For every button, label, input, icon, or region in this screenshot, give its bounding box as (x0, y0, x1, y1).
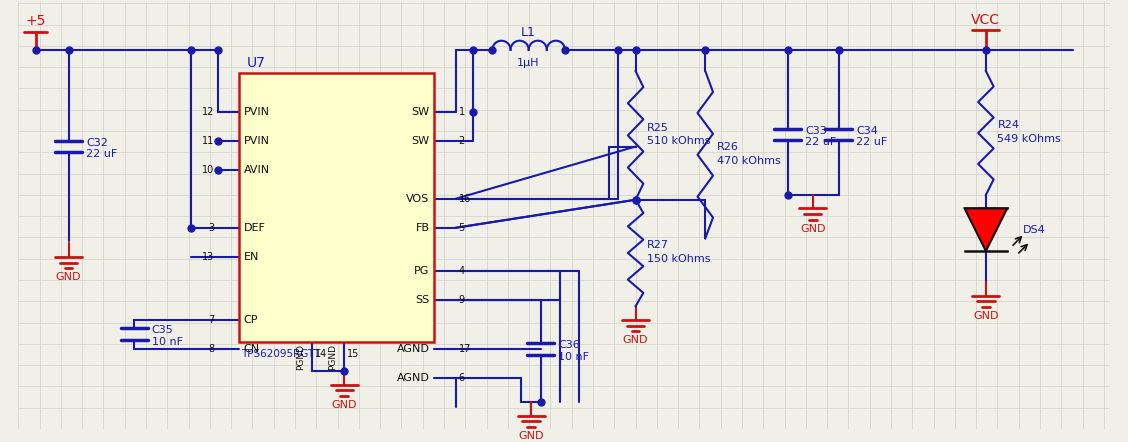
Text: SW: SW (412, 107, 430, 117)
Text: C35: C35 (152, 325, 174, 335)
Text: L1: L1 (521, 26, 536, 39)
Text: C34: C34 (856, 126, 878, 136)
Text: 10: 10 (202, 165, 214, 175)
Text: 549 kOhms: 549 kOhms (997, 134, 1061, 144)
Text: C36: C36 (558, 340, 580, 350)
Text: R24: R24 (997, 120, 1020, 130)
Text: GND: GND (55, 272, 81, 282)
Text: 3: 3 (209, 223, 214, 233)
Text: 12: 12 (202, 107, 214, 117)
Text: GND: GND (623, 335, 649, 345)
Text: C32: C32 (86, 137, 108, 148)
Text: AGND: AGND (397, 344, 430, 354)
Text: CN: CN (244, 344, 259, 354)
Text: 5: 5 (458, 223, 465, 233)
Text: VOS: VOS (406, 194, 430, 204)
Text: 8: 8 (209, 344, 214, 354)
Text: TPS62095RGTT: TPS62095RGTT (240, 349, 320, 358)
Text: PGND: PGND (328, 344, 337, 370)
Text: 9: 9 (458, 295, 465, 305)
Text: CP: CP (244, 315, 258, 325)
Text: 11: 11 (202, 136, 214, 146)
Text: GND: GND (973, 311, 998, 321)
Text: C33: C33 (805, 126, 827, 136)
Text: 22 uF: 22 uF (856, 137, 888, 147)
Text: 17: 17 (458, 344, 470, 354)
Text: AGND: AGND (397, 373, 430, 383)
Text: PG: PG (414, 267, 430, 276)
Text: 4: 4 (458, 267, 465, 276)
Text: DS4: DS4 (1023, 225, 1046, 235)
Text: 14: 14 (316, 349, 327, 358)
Text: EN: EN (244, 252, 259, 262)
Text: 10 nF: 10 nF (558, 351, 589, 362)
Text: 16: 16 (458, 194, 470, 204)
Text: 13: 13 (202, 252, 214, 262)
Text: 22 uF: 22 uF (86, 149, 117, 159)
Text: PVIN: PVIN (244, 136, 270, 146)
Text: SS: SS (415, 295, 430, 305)
Text: U7: U7 (247, 56, 265, 70)
Text: R27: R27 (647, 240, 669, 250)
Text: FB: FB (415, 223, 430, 233)
Text: GND: GND (332, 400, 358, 410)
Text: DEF: DEF (244, 223, 265, 233)
Text: 7: 7 (209, 315, 214, 325)
Text: 2: 2 (458, 136, 465, 146)
Text: 1: 1 (458, 107, 465, 117)
FancyBboxPatch shape (239, 73, 434, 342)
Text: R26: R26 (717, 142, 739, 152)
Text: GND: GND (519, 431, 544, 441)
Text: 1μH: 1μH (517, 58, 539, 69)
Text: +5: +5 (26, 15, 46, 28)
Text: 22 uF: 22 uF (805, 137, 836, 147)
Text: 510 kOhms: 510 kOhms (647, 136, 711, 146)
Text: AVIN: AVIN (244, 165, 270, 175)
Text: 6: 6 (458, 373, 465, 383)
Text: PVIN: PVIN (244, 107, 270, 117)
Text: GND: GND (800, 224, 826, 234)
Text: SW: SW (412, 136, 430, 146)
Text: R25: R25 (647, 123, 669, 133)
Polygon shape (964, 209, 1007, 251)
Text: 15: 15 (347, 349, 360, 358)
Text: PGND: PGND (297, 344, 306, 370)
Text: VCC: VCC (971, 12, 1001, 27)
Text: 10 nF: 10 nF (152, 337, 183, 347)
Text: 470 kOhms: 470 kOhms (717, 156, 781, 166)
Text: 150 kOhms: 150 kOhms (647, 254, 711, 264)
